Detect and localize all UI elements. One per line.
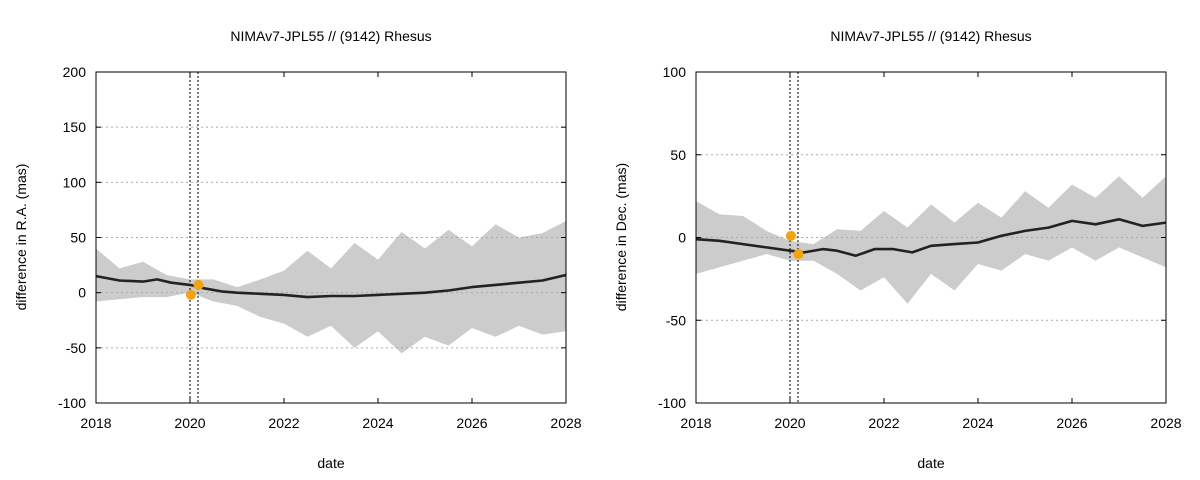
dec-y-tick-label: -50	[666, 312, 686, 328]
ra-x-tick-label: 2018	[80, 415, 111, 431]
dec-x-tick-label: 2018	[680, 415, 711, 431]
dec-y-axis-label: difference in Dec. (mas)	[613, 163, 629, 311]
dec-x-tick-label: 2020	[774, 415, 805, 431]
ra-chart-panel: NIMAv7-JPL55 // (9142) Rhesus 2018 2020 20…	[13, 28, 582, 471]
dec-observation-point	[785, 230, 796, 241]
ra-x-tick-label: 2020	[174, 415, 205, 431]
ra-observation-point	[185, 289, 196, 300]
dec-x-tick-label: 2024	[962, 415, 993, 431]
dec-x-tick-label: 2022	[868, 415, 899, 431]
dec-x-tick-label: 2026	[1056, 415, 1087, 431]
dec-y-tick-label: 0	[678, 230, 686, 246]
ra-y-axis-label: difference in R.A. (mas)	[13, 164, 29, 311]
dec-x-tick-label: 2028	[1150, 415, 1181, 431]
ra-x-tick-label: 2024	[362, 415, 393, 431]
dec-y-tick-label: 100	[663, 64, 687, 80]
ra-x-tick-label: 2028	[550, 415, 581, 431]
ra-y-tick-label: 200	[63, 64, 87, 80]
ra-difference-line	[95, 273, 567, 299]
ra-chart-title: NIMAv7-JPL55 // (9142) Rhesus	[230, 28, 431, 44]
dec-chart-panel: NIMAv7-JPL55 // (9142) Rhesus 2018 2020 20…	[613, 28, 1182, 471]
dec-y-tick-label: 50	[670, 147, 686, 163]
ra-x-axis-label: date	[317, 455, 344, 471]
ra-x-tick-label: 2022	[268, 415, 299, 431]
ra-uncertainty-band	[96, 220, 566, 354]
ra-y-tick-label: -100	[58, 395, 86, 411]
dec-y-tick-label: -100	[658, 395, 686, 411]
ra-x-tick-label: 2026	[456, 415, 487, 431]
ra-y-tick-label: 50	[70, 230, 86, 246]
dec-chart-title: NIMAv7-JPL55 // (9142) Rhesus	[830, 28, 1031, 44]
ra-y-tick-label: 100	[63, 174, 87, 190]
dec-uncertainty-band	[696, 176, 1166, 304]
ra-y-tick-label: 0	[78, 285, 86, 301]
dec-observation-point	[793, 249, 804, 260]
ra-y-tick-label: -50	[66, 340, 86, 356]
dec-x-axis-label: date	[917, 455, 944, 471]
ra-y-tick-label: 150	[63, 119, 87, 135]
ra-observation-point	[193, 279, 204, 290]
dec-difference-line	[695, 218, 1167, 257]
